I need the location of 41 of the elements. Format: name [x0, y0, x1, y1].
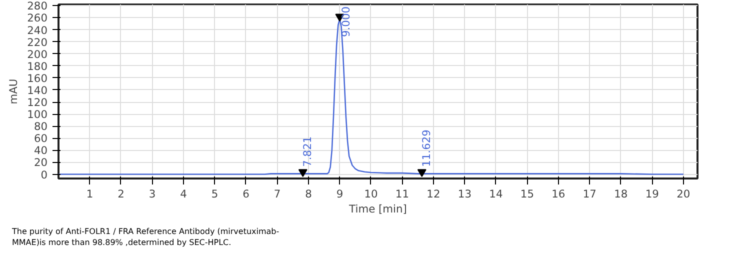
y-tick-label: 260 [27, 12, 48, 25]
x-tick-label: 12 [426, 188, 440, 200]
y-tick-label: 80 [34, 120, 48, 134]
x-tick-label: 9 [336, 188, 344, 200]
x-tick-label: 10 [364, 188, 378, 200]
y-tick-label: 220 [27, 36, 48, 49]
y-tick-label: 100 [27, 108, 48, 122]
x-tick-label: 15 [520, 188, 534, 200]
x-tick-label: 1 [86, 188, 94, 200]
y-tick-label: 240 [27, 24, 48, 37]
x-tick-label: 3 [148, 188, 156, 200]
x-tick-label: 4 [180, 188, 188, 200]
annotation: 11.629 [420, 129, 433, 167]
x-tick-label: 18 [614, 188, 628, 200]
x-tick-label: 5 [211, 188, 218, 200]
y-axis-title: mAU [7, 78, 20, 104]
x-axis-title: Time [min] [348, 202, 407, 216]
y-tick-label: 280 [27, 0, 48, 13]
x-tick-label: 19 [645, 188, 660, 200]
annotation: 9.000 [340, 6, 353, 38]
x-tick-label: 20 [676, 188, 690, 200]
x-tick-label: 14 [489, 188, 503, 200]
y-tick-label: 200 [27, 48, 48, 61]
y-tick-label: 0 [40, 168, 48, 182]
y-tick-label: 40 [34, 144, 48, 158]
x-tick-label: 13 [458, 188, 472, 200]
annotation: 7.821 [300, 136, 314, 167]
x-tick-label: 6 [242, 188, 250, 200]
y-tick-label: 160 [27, 72, 48, 85]
x-tick-label: 11 [395, 188, 409, 200]
y-tick-label: 180 [27, 60, 48, 73]
x-tick-label: 16 [552, 188, 566, 200]
y-tick-label: 60 [34, 132, 48, 146]
x-tick-label: 8 [305, 188, 312, 200]
y-tick-label: 20 [34, 156, 48, 170]
text: The purity of Anti-FOLR1 / FRA Reference Antibody (mirvetuximab- MMAE)is more than 98.89% ,determined by SEC-HPLC. [12, 226, 280, 248]
y-tick-label: 120 [27, 96, 48, 110]
x-tick-label: 7 [274, 188, 281, 200]
x-tick-label: 17 [582, 188, 596, 200]
x-tick-label: 2 [118, 188, 124, 200]
y-tick-label: 140 [27, 84, 48, 97]
